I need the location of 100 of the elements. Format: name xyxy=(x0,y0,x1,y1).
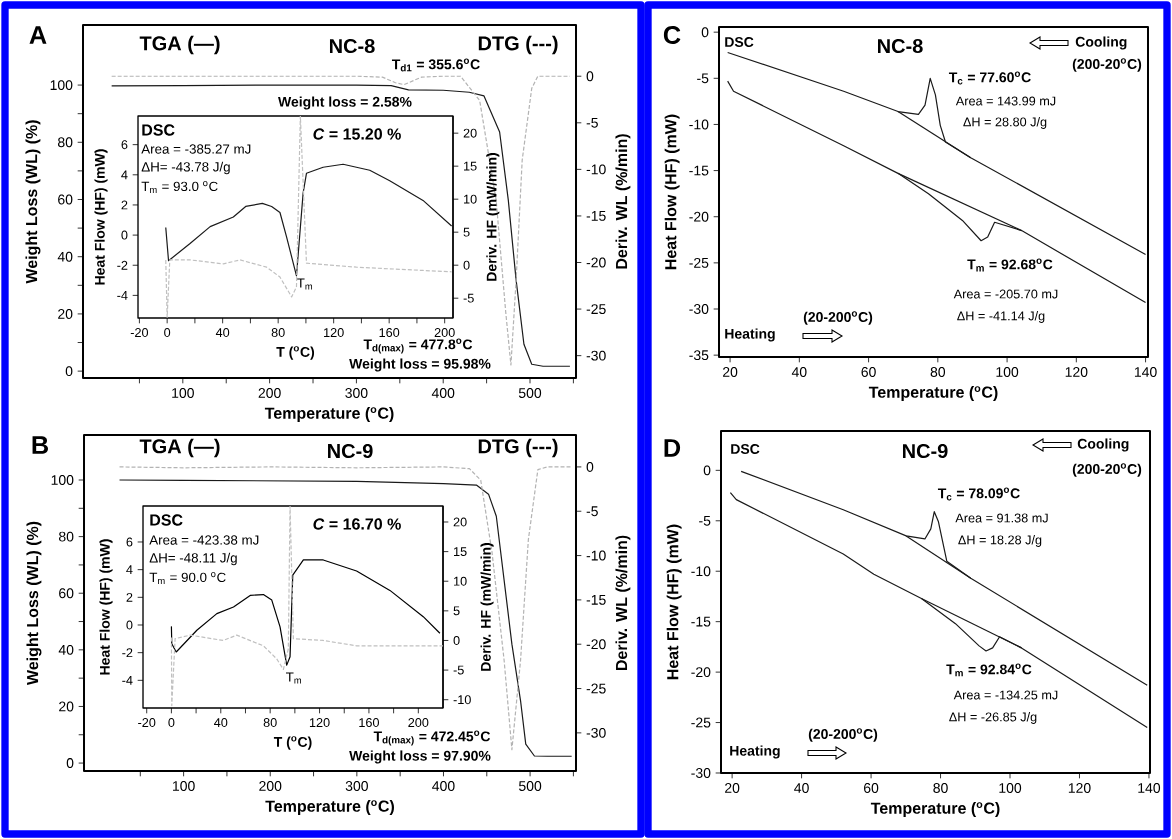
annotation: Area = -134.25 mJ xyxy=(953,690,1058,700)
annotation: Area = 143.99 mJ xyxy=(955,96,1056,106)
y2-tick-label: 10 xyxy=(454,576,467,586)
y2-tick-label: -5 xyxy=(586,117,598,128)
y2-axis-title: Deriv. HF (mW/min) xyxy=(480,543,494,671)
x-tick-label: 80 xyxy=(930,367,946,377)
x-tick-label: 300 xyxy=(345,388,368,398)
annotation: T$_{m}$ = 92.68$^{o}$C xyxy=(967,258,1053,272)
x-axis-title: Temperature ($^{o}$C) xyxy=(870,802,1000,818)
y-tick-label: 80 xyxy=(58,137,73,148)
annotation: Area = -205.70 mJ xyxy=(953,289,1058,299)
y-tick-label: -15 xyxy=(691,616,711,627)
annotation: (20-200$^{o}$C) xyxy=(808,728,878,742)
x-tick-label: 160 xyxy=(379,328,400,338)
y-tick-label: -10 xyxy=(691,566,711,577)
x-tick-label: 200 xyxy=(259,781,282,791)
y-tick-label: 80 xyxy=(59,531,74,542)
y2-tick-label: -25 xyxy=(586,304,606,315)
x-axis-title: Temperature ($^{o}$C) xyxy=(868,386,998,402)
annotation: Heating xyxy=(730,745,780,759)
y-tick-label: 20 xyxy=(59,701,74,712)
annotation: ΔH = -41.14 J/g xyxy=(957,311,1045,323)
annotation: DSC xyxy=(142,124,175,136)
annotation: ΔH = -26.85 J/g xyxy=(949,712,1037,724)
y2-tick-label: 10 xyxy=(464,194,477,204)
annotation: ΔH= -43.78 J/g xyxy=(141,161,230,175)
y-axis-title: Heat Flow (HF) (mW) xyxy=(664,114,680,270)
x-tick-label: 500 xyxy=(518,388,542,398)
y-axis-title: Weight Loss (WL) (%) xyxy=(26,521,42,686)
x-tick-label: 0 xyxy=(164,328,171,338)
x-tick-label: 140 xyxy=(1138,783,1161,793)
y-tick-label: 0 xyxy=(121,230,128,240)
x-tick-label: 80 xyxy=(271,328,285,338)
y2-tick-label: 20 xyxy=(453,517,467,527)
y2-tick-label: -15 xyxy=(586,595,606,605)
y-tick-label: 40 xyxy=(57,251,73,262)
x-tick-label: 20 xyxy=(723,367,738,377)
annotation: ΔH= -48.11 J/g xyxy=(149,552,237,566)
x-tick-label: 100 xyxy=(996,367,1019,377)
chart-title: A xyxy=(29,26,47,44)
y-tick-label: -35 xyxy=(689,350,709,361)
annotation: DSC xyxy=(150,514,183,526)
y-tick-label: 60 xyxy=(59,588,74,599)
y2-tick-label: -30 xyxy=(586,350,606,361)
x-tick-label: 400 xyxy=(432,781,455,791)
y-tick-label: -25 xyxy=(691,717,711,728)
annotation: T$_{c}$ = 78.09$^{o}$C xyxy=(937,487,1020,501)
x-tick-label: 500 xyxy=(518,781,542,791)
y-tick-label: 0 xyxy=(126,620,133,630)
y-tick-label: 6 xyxy=(126,537,133,547)
y2-axis-title: Deriv. WL (%/min) xyxy=(615,535,631,671)
y-tick-label: -10 xyxy=(689,119,709,130)
annotation: ΔH = 28.80 J/g xyxy=(963,117,1047,129)
annotation: TGA (—) xyxy=(139,35,220,55)
y-tick-label: 4 xyxy=(126,565,133,575)
annotation: C = 16.70 % xyxy=(313,518,401,530)
annotation: T$_{d1}$ = 355.6$^{o}$C xyxy=(391,58,480,72)
y-tick-label: -2 xyxy=(117,260,128,270)
x-tick-label: 80 xyxy=(933,783,948,793)
annotation: DSC xyxy=(725,37,754,47)
y2-tick-label: 0 xyxy=(453,635,460,645)
y2-tick-label: -20 xyxy=(586,639,606,650)
chart-title: C xyxy=(663,26,681,44)
annotation: T$_{m}$ = 93.0 $^{o}$C xyxy=(141,181,218,193)
y2-tick-label: -10 xyxy=(586,550,606,561)
annotation: DTG (---) xyxy=(478,35,558,55)
x-tick-label: 400 xyxy=(431,388,455,398)
y2-tick-label: -10 xyxy=(586,164,606,175)
y2-tick-label: -5 xyxy=(586,506,598,517)
y2-tick-label: 5 xyxy=(463,227,470,237)
x-tick-label: 120 xyxy=(1065,367,1088,377)
y-tick-label: -5 xyxy=(697,73,709,84)
annotation: ΔH = 18.28 J/g xyxy=(958,535,1042,547)
y2-axis-title: Deriv. HF (mW/min) xyxy=(486,153,500,281)
y2-tick-label: 0 xyxy=(463,260,470,270)
y2-tick-label: 0 xyxy=(586,461,594,472)
x-axis-title: T ($^{o}$C) xyxy=(276,346,315,360)
x-tick-label: 200 xyxy=(258,388,281,398)
y-tick-label: 2 xyxy=(126,592,133,602)
y-tick-label: 60 xyxy=(58,194,73,205)
x-tick-label: 20 xyxy=(725,783,740,793)
annotation: NC-9 xyxy=(902,443,948,459)
x-tick-label: 200 xyxy=(434,328,455,338)
y-axis-title: Heat Flow (HF) (mW) xyxy=(94,149,108,285)
annotation: Area = -385.27 mJ xyxy=(141,144,251,154)
x-tick-label: 100 xyxy=(173,781,195,791)
y-tick-label: 100 xyxy=(50,80,73,91)
y-tick-label: -2 xyxy=(122,648,133,658)
annotation: T$_{m}$ = 90.0 $^{o}$C xyxy=(149,572,226,584)
x-tick-label: 60 xyxy=(863,783,879,793)
y-tick-label: -30 xyxy=(689,304,709,314)
x-tick-label: 100 xyxy=(999,783,1022,793)
y2-axis-title: Deriv. WL (%/min) xyxy=(615,134,631,269)
annotation: (200-20$^{o}$C) xyxy=(1072,463,1142,477)
annotation: C = 15.20 % xyxy=(313,128,401,140)
annotation: T$_{d(max)}$ = 477.8$^{o}$C xyxy=(363,338,473,354)
y2-tick-label: -30 xyxy=(586,727,606,738)
y2-tick-label: -20 xyxy=(586,257,606,268)
y-tick-label: 20 xyxy=(58,308,73,319)
x-tick-label: -20 xyxy=(138,718,156,728)
